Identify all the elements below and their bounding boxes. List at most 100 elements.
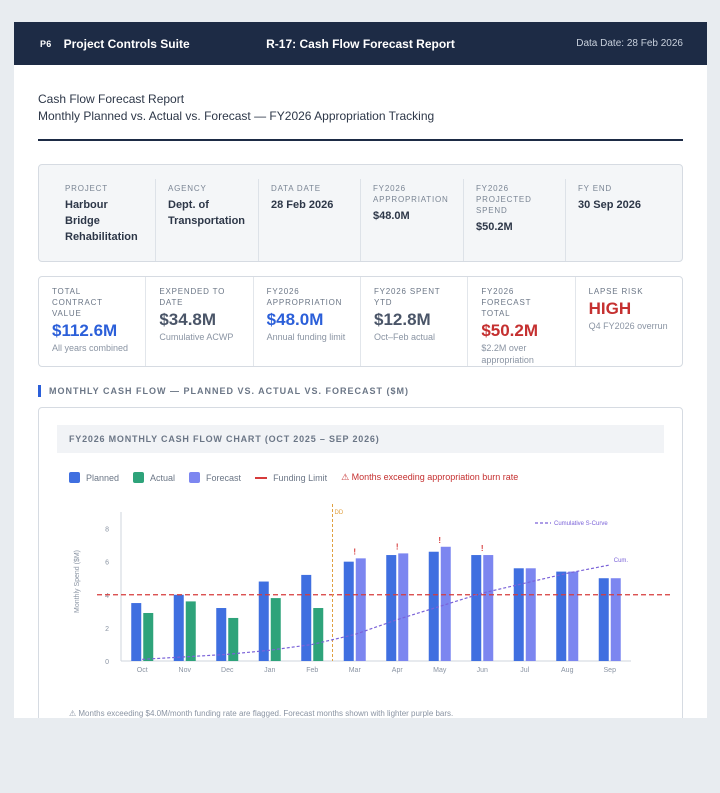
report-subtitle: Monthly Planned vs. Actual vs. Forecast … xyxy=(38,109,435,123)
info-agency: AGENCY Dept. of Transportation xyxy=(156,179,259,261)
bar-forecast xyxy=(483,555,494,661)
s-curve-end-label: Cum. xyxy=(614,558,629,564)
info-value: $50.2M xyxy=(476,221,513,233)
bar-planned xyxy=(301,574,312,661)
overrun-flag-icon: ! xyxy=(396,542,399,551)
x-tick-label: Aug xyxy=(561,667,574,674)
legend-swatch-planned xyxy=(69,472,80,483)
bar-forecast xyxy=(355,558,366,661)
legend-label: Funding Limit xyxy=(273,472,328,483)
bar-forecast xyxy=(610,578,621,661)
top-bar: P6 Project Controls Suite R-17: Cash Flo… xyxy=(14,22,707,65)
kpi-value: $112.6M xyxy=(52,321,118,340)
kpi-label: FY2026 FORECAST TOTAL xyxy=(481,287,532,318)
kpi-sub: Oct–Feb actual xyxy=(373,332,436,342)
info-projected-spend: FY2026 PROJECTED SPEND $50.2M xyxy=(464,179,566,261)
report-title: Cash Flow Forecast Report xyxy=(38,92,185,106)
report-page: P6 Project Controls Suite R-17: Cash Flo… xyxy=(14,22,707,718)
info-label: PROJECT xyxy=(65,184,108,193)
info-label: AGENCY xyxy=(168,184,207,193)
kpi-sub: Q4 FY2026 overrun xyxy=(588,321,668,331)
kpi-total-contract: TOTAL CONTRACT VALUE $112.6M All years c… xyxy=(39,277,147,366)
y-tick-label: 6 xyxy=(105,560,109,567)
legend-swatch-funding xyxy=(255,476,268,479)
overrun-flag-icon: ! xyxy=(353,547,356,556)
bar-planned xyxy=(471,555,482,661)
overrun-flag-icon: ! xyxy=(438,536,441,545)
legend-warning-label: ⚠ Months exceeding appropriation burn ra… xyxy=(341,472,519,482)
kpi-value: $50.2M xyxy=(481,321,539,340)
bar-planned xyxy=(386,555,397,661)
info-label: FY2026 APPROPRIATION xyxy=(373,184,449,204)
chart-legend: Planned Actual Forecast Funding Limit ⚠ … xyxy=(57,472,664,483)
report-title-block: Cash Flow Forecast Report Monthly Planne… xyxy=(38,65,683,141)
x-tick-label: Sep xyxy=(604,667,617,674)
bar-actual xyxy=(270,598,281,661)
kpi-label: LAPSE RISK xyxy=(588,287,644,296)
kpi-spent-ytd: FY2026 SPENT YTD $12.8M Oct–Feb actual xyxy=(361,277,469,366)
x-tick-label: Jul xyxy=(520,667,529,674)
x-tick-label: Oct xyxy=(137,667,148,674)
cumulative-s-curve xyxy=(142,564,610,660)
info-data-date: DATA DATE 28 Feb 2026 xyxy=(259,179,361,261)
kpi-value: HIGH xyxy=(588,299,632,318)
x-tick-label: Nov xyxy=(179,667,192,674)
legend-label: Actual xyxy=(150,472,176,483)
legend-swatch-forecast xyxy=(189,472,201,483)
kpi-appropriation: FY2026 APPROPRIATION $48.0M Annual fundi… xyxy=(254,277,361,366)
chart-card: FY2026 MONTHLY CASH FLOW CHART (OCT 2025… xyxy=(38,407,683,718)
bar-planned xyxy=(598,578,609,661)
overrun-flag-icon: ! xyxy=(481,544,484,553)
info-fy-end: FY END 30 Sep 2026 xyxy=(566,179,682,261)
x-tick-label: Jun xyxy=(477,667,488,674)
chart-footnote: ⚠ Months exceeding $4.0M/month funding r… xyxy=(69,709,454,718)
kpi-lapse-risk: LAPSE RISK HIGH Q4 FY2026 overrun xyxy=(576,277,682,366)
info-value: Harbour Bridge Rehabilitation xyxy=(65,199,138,243)
chart-title: FY2026 MONTHLY CASH FLOW CHART (OCT 2025… xyxy=(57,425,664,453)
bar-actual xyxy=(313,608,324,661)
y-tick-label: 4 xyxy=(105,593,109,600)
legend-label: Forecast xyxy=(206,472,242,483)
y-axis-label: Monthly Spend ($M) xyxy=(74,550,81,613)
bar-planned xyxy=(131,603,142,661)
kpi-sub: Cumulative ACWP xyxy=(159,332,234,342)
kpi-value: $48.0M xyxy=(266,310,324,329)
bar-actual xyxy=(228,617,239,661)
info-value: Dept. of Transportation xyxy=(168,199,246,227)
info-value: 28 Feb 2026 xyxy=(271,199,334,211)
kpi-sub: Annual funding limit xyxy=(266,332,346,342)
bar-planned xyxy=(513,568,524,661)
bar-planned xyxy=(258,581,269,661)
kpi-label: FY2026 SPENT YTD xyxy=(373,287,441,307)
info-value: 30 Sep 2026 xyxy=(578,199,641,211)
legend-swatch-actual xyxy=(133,472,145,483)
legend-forecast[interactable]: Forecast xyxy=(189,472,241,483)
legend-actual[interactable]: Actual xyxy=(133,472,175,483)
kpi-strip: TOTAL CONTRACT VALUE $112.6M All years c… xyxy=(38,276,683,367)
project-info-box: PROJECT Harbour Bridge Rehabilitation AG… xyxy=(38,164,683,262)
data-date-label: DD xyxy=(335,510,344,516)
y-tick-label: 2 xyxy=(105,626,109,633)
bar-planned xyxy=(556,571,567,661)
legend-label: Planned xyxy=(86,472,120,483)
suite-name[interactable]: Project Controls Suite xyxy=(63,36,190,51)
legend-planned[interactable]: Planned xyxy=(69,472,119,483)
bar-forecast xyxy=(525,568,536,661)
bar-forecast xyxy=(568,571,579,661)
x-tick-label: Mar xyxy=(349,667,362,674)
info-label: FY2026 PROJECTED SPEND xyxy=(476,184,532,215)
y-tick-label: 8 xyxy=(105,527,109,534)
bar-planned xyxy=(343,561,354,661)
section-heading: MONTHLY CASH FLOW — PLANNED VS. ACTUAL V… xyxy=(38,385,683,397)
legend-funding-limit[interactable]: Funding Limit xyxy=(255,473,327,483)
kpi-label: FY2026 APPROPRIATION xyxy=(266,287,343,307)
x-tick-label: May xyxy=(433,667,447,674)
info-project: PROJECT Harbour Bridge Rehabilitation xyxy=(39,179,156,261)
bar-planned xyxy=(428,551,439,661)
s-curve-legend-label: Cumulative S-Curve xyxy=(554,521,608,527)
kpi-value: $34.8M xyxy=(159,310,217,329)
info-appropriation: FY2026 APPROPRIATION $48.0M xyxy=(361,179,464,261)
x-tick-label: Dec xyxy=(221,667,234,674)
kpi-forecast-total: FY2026 FORECAST TOTAL $50.2M $2.2M over … xyxy=(468,277,576,366)
bar-actual xyxy=(185,601,196,661)
